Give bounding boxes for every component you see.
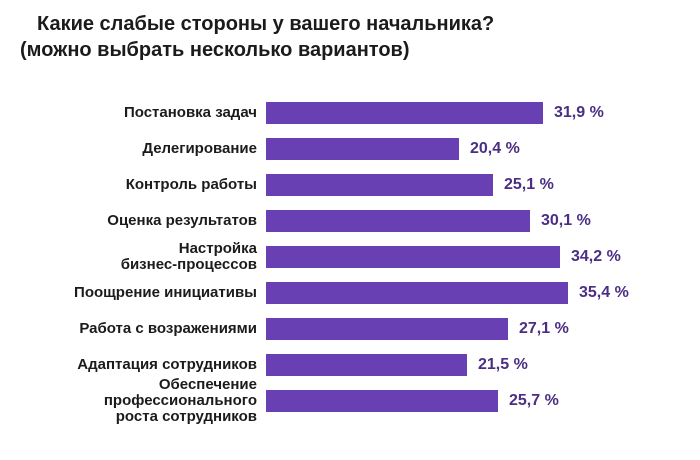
category-label: Обеспечение профессионального роста сотр… (103, 375, 257, 426)
chart-title-line2: (можно выбрать несколько вариантов) (20, 38, 410, 61)
value-label: 25,1 % (504, 176, 554, 194)
chart-row: Постановка задач 31,9 % (0, 95, 700, 131)
bar-area: 25,7 % (266, 390, 700, 413)
category-label: Настройка бизнес-процессов (120, 240, 257, 274)
bar-area: 30,1 % (266, 210, 700, 233)
category-label: Поощрение инициативы (74, 284, 257, 302)
chart-title-line1: Какие слабые стороны у вашего начальника… (37, 13, 495, 35)
bar (266, 282, 568, 305)
category-label: Адаптация сотрудников (77, 356, 257, 374)
chart-row: Настройка бизнес-процессов 34,2 % (0, 239, 700, 275)
bar (266, 390, 498, 413)
bar-area: 31,9 % (266, 102, 700, 125)
chart-row: Работа с возражениями 27,1 % (0, 311, 700, 347)
category-label: Делегирование (142, 140, 257, 158)
bar (266, 354, 467, 377)
chart-row: Обеспечение профессионального роста сотр… (0, 376, 700, 424)
value-label: 25,7 % (509, 392, 559, 410)
chart-title: Какие слабые стороны у вашего начальника… (0, 0, 700, 63)
chart-row: Адаптация сотрудников 21,5 % (0, 347, 700, 383)
bar (266, 102, 543, 125)
category-label: Оценка результатов (107, 212, 257, 230)
bar (266, 318, 508, 341)
category-label: Контроль работы (125, 176, 257, 194)
category-label: Постановка задач (123, 104, 257, 122)
value-label: 27,1 % (519, 320, 569, 338)
bar-area: 35,4 % (266, 282, 700, 305)
bar (266, 138, 459, 161)
value-label: 20,4 % (470, 140, 520, 158)
value-label: 21,5 % (478, 356, 528, 374)
value-label: 30,1 % (541, 212, 591, 230)
bar-area: 20,4 % (266, 138, 700, 161)
value-label: 31,9 % (554, 104, 604, 122)
category-label: Работа с возражениями (79, 320, 257, 338)
value-label: 34,2 % (571, 248, 621, 266)
bar-area: 25,1 % (266, 174, 700, 197)
chart-row: Оценка результатов 30,1 % (0, 203, 700, 239)
bar (266, 246, 560, 269)
bar (266, 210, 530, 233)
bar-chart: Постановка задач 31,9 % Делегирование 20… (0, 95, 700, 425)
chart-row: Поощрение инициативы 35,4 % (0, 275, 700, 311)
bar-area: 34,2 % (266, 246, 700, 269)
bar-area: 27,1 % (266, 318, 700, 341)
value-label: 35,4 % (579, 284, 629, 302)
chart-row: Контроль работы 25,1 % (0, 167, 700, 203)
chart-row: Делегирование 20,4 % (0, 131, 700, 167)
bar (266, 174, 493, 197)
bar-area: 21,5 % (266, 354, 700, 377)
